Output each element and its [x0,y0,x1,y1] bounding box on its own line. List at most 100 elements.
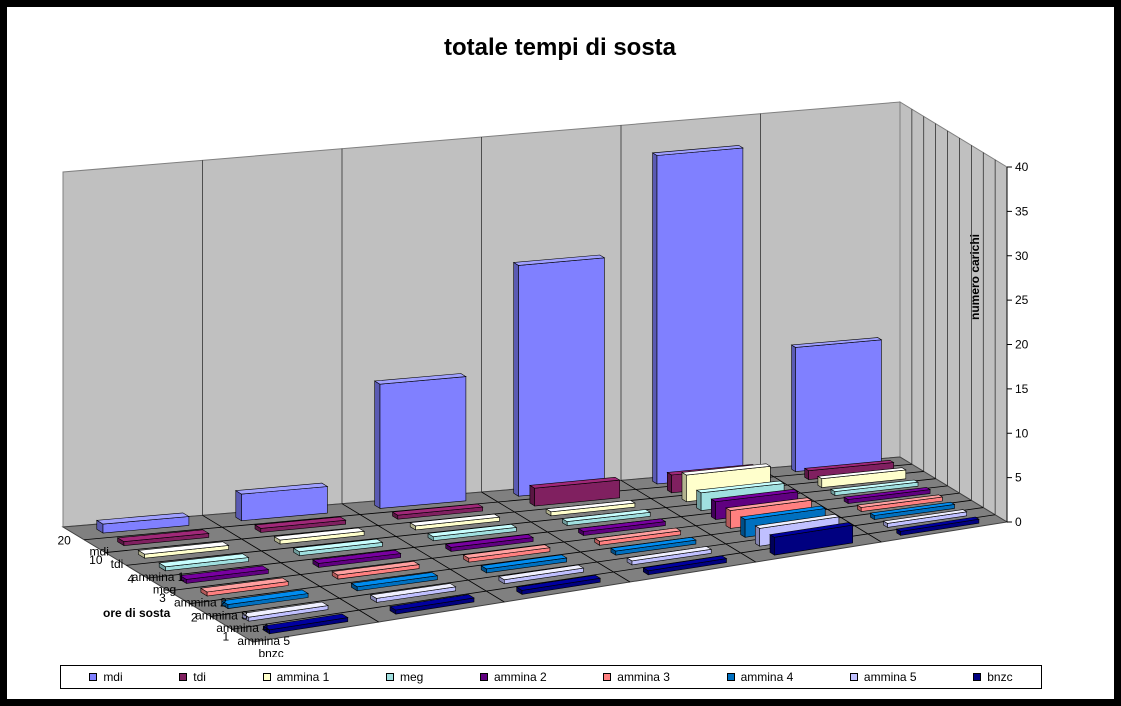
series-axis-label: ammina 5 [237,634,290,648]
bar-bnzc-3 [642,555,728,576]
bar-top-face [200,577,290,593]
bar-top-face [790,337,883,348]
bar-tdi-4 [391,503,484,520]
bar-ammina-2-10 [311,549,402,568]
series-axis-label: mdi [90,544,109,558]
bar-top-face [480,554,568,570]
bar-bnzc-20 [262,613,349,635]
z-tick-label: 30 [1015,249,1029,263]
bar-side-face [754,525,761,547]
legend-item: bnzc [973,670,1013,684]
bar-top-face [444,534,535,548]
bar-top-face [254,516,347,529]
bar-bnzc-4 [515,574,602,595]
bar-ammina-3-3 [593,527,682,546]
bar-ammina-1-10 [273,527,366,545]
bar-ammina-1-1 [816,467,907,489]
bar-top-face [754,513,840,529]
bar-meg-4 [427,523,518,542]
bar-meg-1 [830,479,919,497]
bar-tdi-20 [116,529,210,547]
legend-label: ammina 1 [276,670,330,684]
bar-ammina-2-1 [843,487,931,505]
bar-ammina-2-3 [577,518,667,537]
bar-top-face [769,522,854,538]
category-axis-label: 1 [222,629,229,643]
legend-swatch [849,673,858,681]
bar-top-face [545,499,636,513]
legend-label: meg [399,670,424,684]
bar-mdi-2 [651,145,744,485]
series-axis-label: tdi [111,557,124,571]
legend-item: ammina 4 [726,670,793,684]
bar-side-face [740,516,746,538]
bar-top-face [710,488,799,503]
legend-item: mdi [89,670,123,684]
bar-top-face [830,479,919,492]
bar-tdi-3 [528,476,621,507]
bar-ammina-2-4 [444,534,535,552]
bar-top-face [262,613,349,631]
bar-top-face [158,553,250,568]
z-tick-label: 40 [1015,160,1029,174]
legend-item: tdi [179,670,206,684]
legend-swatch [726,673,735,681]
bar-top-face [695,480,786,494]
bar-ammina-2-20 [179,565,270,584]
bar-top-face [610,536,697,552]
bar-side-face [681,471,687,503]
category-axis-label: 10 [89,553,103,567]
chart-frame: 0 5 10 15 20 25 30 35 40 mdi tdi ammina 1 meg ammina … [7,7,1114,699]
bar-top-face [273,527,366,541]
legend-label: ammina 2 [493,670,547,684]
bar-top-face [220,589,309,605]
bar-top-face [512,254,606,266]
bar-top-face [369,583,457,599]
bar-top-face [725,497,813,511]
legend-label: tdi [193,670,206,684]
bar-meg-10 [292,538,384,557]
floor-gridline [341,503,505,603]
bar-top-face [577,518,667,532]
bar-top-face [462,544,551,559]
bar-ammina-4-4 [480,554,568,574]
bar-top-face [561,509,652,522]
legend-swatch [973,673,982,681]
bar-ammina-1-3 [545,499,636,517]
bar-ammina-5-10 [369,583,457,603]
bar-top-face [373,373,467,385]
z-tick-label: 35 [1015,204,1029,218]
bar-top-face [331,560,420,576]
legend-swatch [479,673,488,681]
series-axis-label: ammina 2 [174,596,227,610]
bar-front-face [795,339,882,472]
series-axis-label: ammina 1 [132,570,185,584]
bar-top-face [409,513,501,527]
bar-top-face [389,594,475,611]
bar-top-face [816,467,907,480]
bar-side-face [513,261,519,497]
legend-item: meg [385,670,424,684]
bar-side-face [529,484,536,507]
bar-top-face [179,565,270,580]
bar-top-face [528,476,621,489]
x-axis-label: ore di sosta [103,606,171,620]
z-tick-label: 10 [1015,426,1029,440]
bar-ammina-1-20 [137,541,230,559]
bar-top-face [803,459,895,472]
bar-side-face [235,490,242,522]
legend: mdi tdi ammina 1 meg ammina 2 ammina 3 ammina … [60,665,1042,689]
bar-top-face [626,546,713,562]
bar-side-face [791,344,796,473]
floor-gridline [620,479,756,563]
bar-tdi-10 [254,516,347,533]
bar-side-face [725,507,731,529]
series-axis-label: ammina 4 [216,621,269,635]
z-tick-label: 15 [1015,382,1029,396]
floor-gridline [760,468,882,543]
series-axis-label: bnzc [258,647,283,657]
bar-side-face [710,498,717,521]
floor-gridline [202,514,379,623]
bar-side-face [666,471,673,494]
bar-top-face [593,527,682,542]
